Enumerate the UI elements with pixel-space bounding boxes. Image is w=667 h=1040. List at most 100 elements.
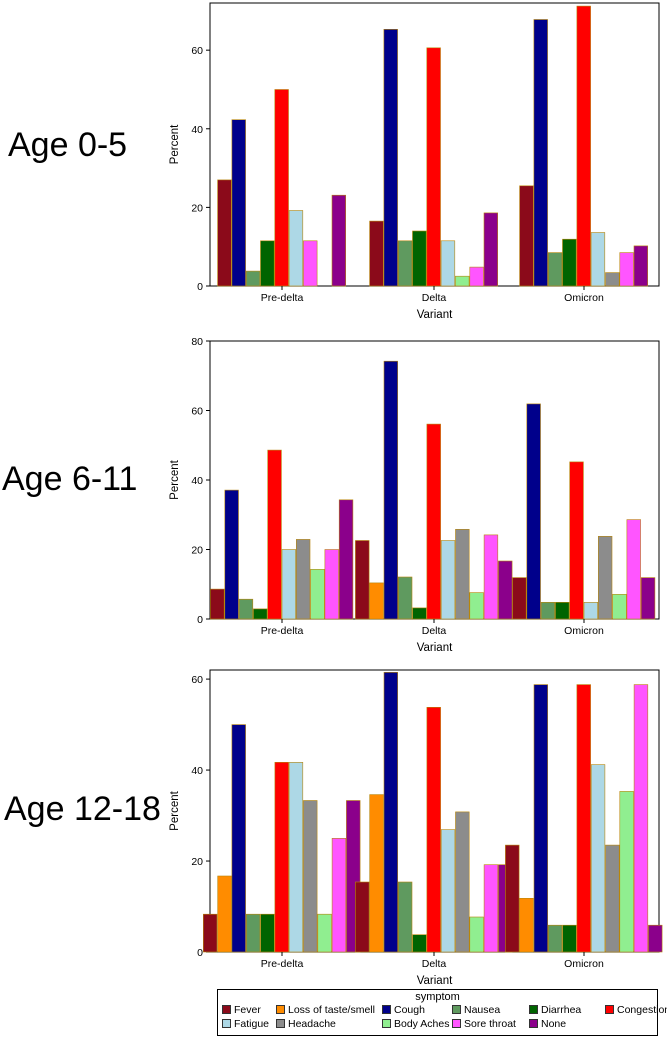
age-12-18-xtick-label-pre-delta: Pre-delta (261, 958, 304, 970)
legend-label-nausea: Nausea (464, 1004, 501, 1016)
age-0-5-ytick-label: 60 (191, 45, 203, 57)
age-0-5-bar-omicron-sore-throat (619, 252, 634, 287)
age-12-18-bar-omicron-fever (505, 844, 520, 953)
age-6-11-bar-omicron-fever (512, 577, 527, 620)
age-12-18-bar-omicron-none (648, 924, 663, 953)
age-6-11-bar-delta-body-aches (469, 592, 484, 620)
legend-item-headache: Headache (276, 1018, 336, 1031)
age-12-18-y-axis-label: Percent (169, 790, 181, 830)
age-0-5-ytick-label: 0 (197, 281, 203, 293)
age-6-11-bar-pre-delta-cough (224, 489, 239, 620)
age-12-18-bar-pre-delta-fatigue (288, 761, 304, 953)
legend-item-body-aches: Body Aches (382, 1018, 449, 1031)
age-12-18-ytick-label: 20 (191, 856, 203, 868)
age-6-11-bar-omicron-nausea (540, 601, 556, 620)
age-12-18-bar-omicron-cough (533, 684, 548, 953)
age-6-11-bar-delta-diarrhea (412, 607, 427, 620)
age-6-11-bar-pre-delta-body-aches (310, 568, 325, 620)
age-0-5-bar-delta-fatigue (440, 240, 456, 287)
age-12-18-bar-delta-diarrhea (412, 934, 427, 953)
age-0-5-ytick-label: 40 (191, 124, 203, 136)
legend-item-cough: Cough (382, 1004, 425, 1017)
age-0-5-y-axis-label: Percent (169, 124, 181, 164)
age-12-18-ytick-label: 60 (191, 674, 203, 686)
age-0-5-bar-omicron-congestion (576, 5, 591, 287)
age-0-5-bar-delta-fever (369, 220, 384, 287)
age-6-11-ytick-label: 0 (197, 614, 203, 626)
age-12-18-bar-omicron-body-aches (619, 791, 634, 953)
age-6-11-bar-delta-none (498, 560, 513, 620)
age-6-11-bar-delta-fever (355, 540, 370, 620)
age-0-5-bar-omicron-none (633, 245, 648, 287)
legend-item-diarrhea: Diarrhea (529, 1004, 581, 1017)
legend: symptom Fever Loss of taste/smell Cough Nau… (217, 989, 667, 1036)
legend-label-fatigue: Fatigue (234, 1018, 270, 1030)
symptom-charts: 0 20 40 60 Percent Pre-delta Delta Omicron Varia… (169, 2, 663, 987)
age-12-18-bar-delta-congestion (426, 706, 441, 953)
legend-swatch-body-aches (382, 1019, 391, 1028)
age-6-11-label: Age 6-11 (2, 460, 138, 498)
legend-label-body-aches: Body Aches (394, 1018, 450, 1030)
age-0-5-bar-delta-cough (383, 28, 398, 287)
age-6-11-bar-omicron-cough (526, 403, 541, 620)
age-12-18-bar-pre-delta-diarrhea (260, 913, 275, 953)
legend-swatch-fatigue (222, 1019, 231, 1028)
age-6-11-bar-omicron-none (640, 577, 656, 620)
age-12-18-bar-omicron-headache (605, 844, 620, 953)
legend-label-fever: Fever (234, 1004, 261, 1016)
legend-swatch-cough (382, 1005, 391, 1014)
legend-item-sore-throat: Sore throat (452, 1018, 516, 1031)
age-0-5-bar-omicron-fever (519, 185, 534, 287)
age-6-11-bar-omicron-sore-throat (626, 519, 641, 620)
legend-label-headache: Headache (288, 1018, 336, 1030)
age-6-11-x-axis-label: Variant (417, 642, 453, 654)
age-6-11-bar-omicron-fatigue (583, 601, 598, 620)
age-0-5-bar-pre-delta-fever (217, 179, 232, 287)
age-12-18-bar-omicron-loss-of-taste-smell (519, 897, 534, 953)
age-12-18-ytick-label: 40 (191, 765, 203, 777)
age-6-11-bar-pre-delta-diarrhea (253, 608, 268, 620)
age-12-18-bar-delta-cough (383, 671, 398, 953)
age-6-11-ytick-label: 20 (191, 545, 203, 557)
legend-swatch-diarrhea (529, 1005, 538, 1014)
age-0-5-bar-omicron-fatigue (590, 232, 606, 287)
age-12-18-bar-pre-delta-nausea (246, 913, 261, 953)
age-6-11-y-axis-label: Percent (169, 459, 181, 499)
age-6-11-ytick-label: 40 (191, 475, 203, 487)
age-12-18-xtick-label-delta: Delta (422, 958, 447, 970)
age-6-11-bar-delta-fatigue (440, 540, 456, 620)
age-0-5-bar-pre-delta-cough (231, 119, 246, 287)
legend-swatch-headache (276, 1019, 285, 1028)
legend-swatch-loss-of-taste-smell (276, 1005, 285, 1014)
legend-swatch-nausea (452, 1005, 461, 1014)
age-6-11-bar-omicron-headache (597, 535, 613, 620)
age-0-5-bar-pre-delta-none (331, 194, 346, 287)
age-6-11-bar-omicron-body-aches (612, 593, 627, 620)
age-6-11-bar-delta-sore-throat (483, 534, 499, 620)
age-12-18-bar-omicron-diarrhea (562, 924, 577, 953)
age-0-5-bar-pre-delta-nausea (245, 270, 261, 287)
legend-swatch-sore-throat (452, 1019, 461, 1028)
age-0-5-bar-omicron-nausea (547, 252, 563, 287)
age-12-18-bar-delta-fever (355, 881, 370, 953)
age-6-11-xtick-label-delta: Delta (422, 625, 447, 637)
legend-label-loss-of-taste-smell: Loss of taste/smell (288, 1004, 375, 1016)
age-6-11-xtick-label-omicron: Omicron (564, 625, 604, 637)
age-12-18-bar-omicron-nausea (547, 924, 563, 953)
legend-label-diarrhea: Diarrhea (541, 1004, 582, 1016)
age-0-5-bar-delta-diarrhea (412, 230, 427, 287)
age-12-18-bar-pre-delta-congestion (274, 761, 289, 953)
age-0-5-ytick-label: 20 (191, 202, 203, 214)
legend-label-cough: Cough (394, 1004, 425, 1016)
age-6-11-xtick-label-pre-delta: Pre-delta (261, 625, 304, 637)
age-6-11-bar-pre-delta-sore-throat (324, 549, 339, 620)
age-12-18-bar-pre-delta-body-aches (317, 913, 332, 953)
age-0-5-bar-omicron-cough (533, 19, 548, 287)
legend-item-nausea: Nausea (452, 1004, 500, 1017)
age-0-5-bar-delta-body-aches (455, 275, 470, 287)
age-12-18-bar-delta-loss-of-taste-smell (369, 794, 384, 953)
age-0-5-bar-delta-congestion (426, 47, 441, 287)
age-12-18-bar-pre-delta-loss-of-taste-smell (217, 875, 232, 953)
age-6-11-ytick-label: 60 (191, 406, 203, 418)
age-12-18-xtick-label-omicron: Omicron (564, 958, 604, 970)
